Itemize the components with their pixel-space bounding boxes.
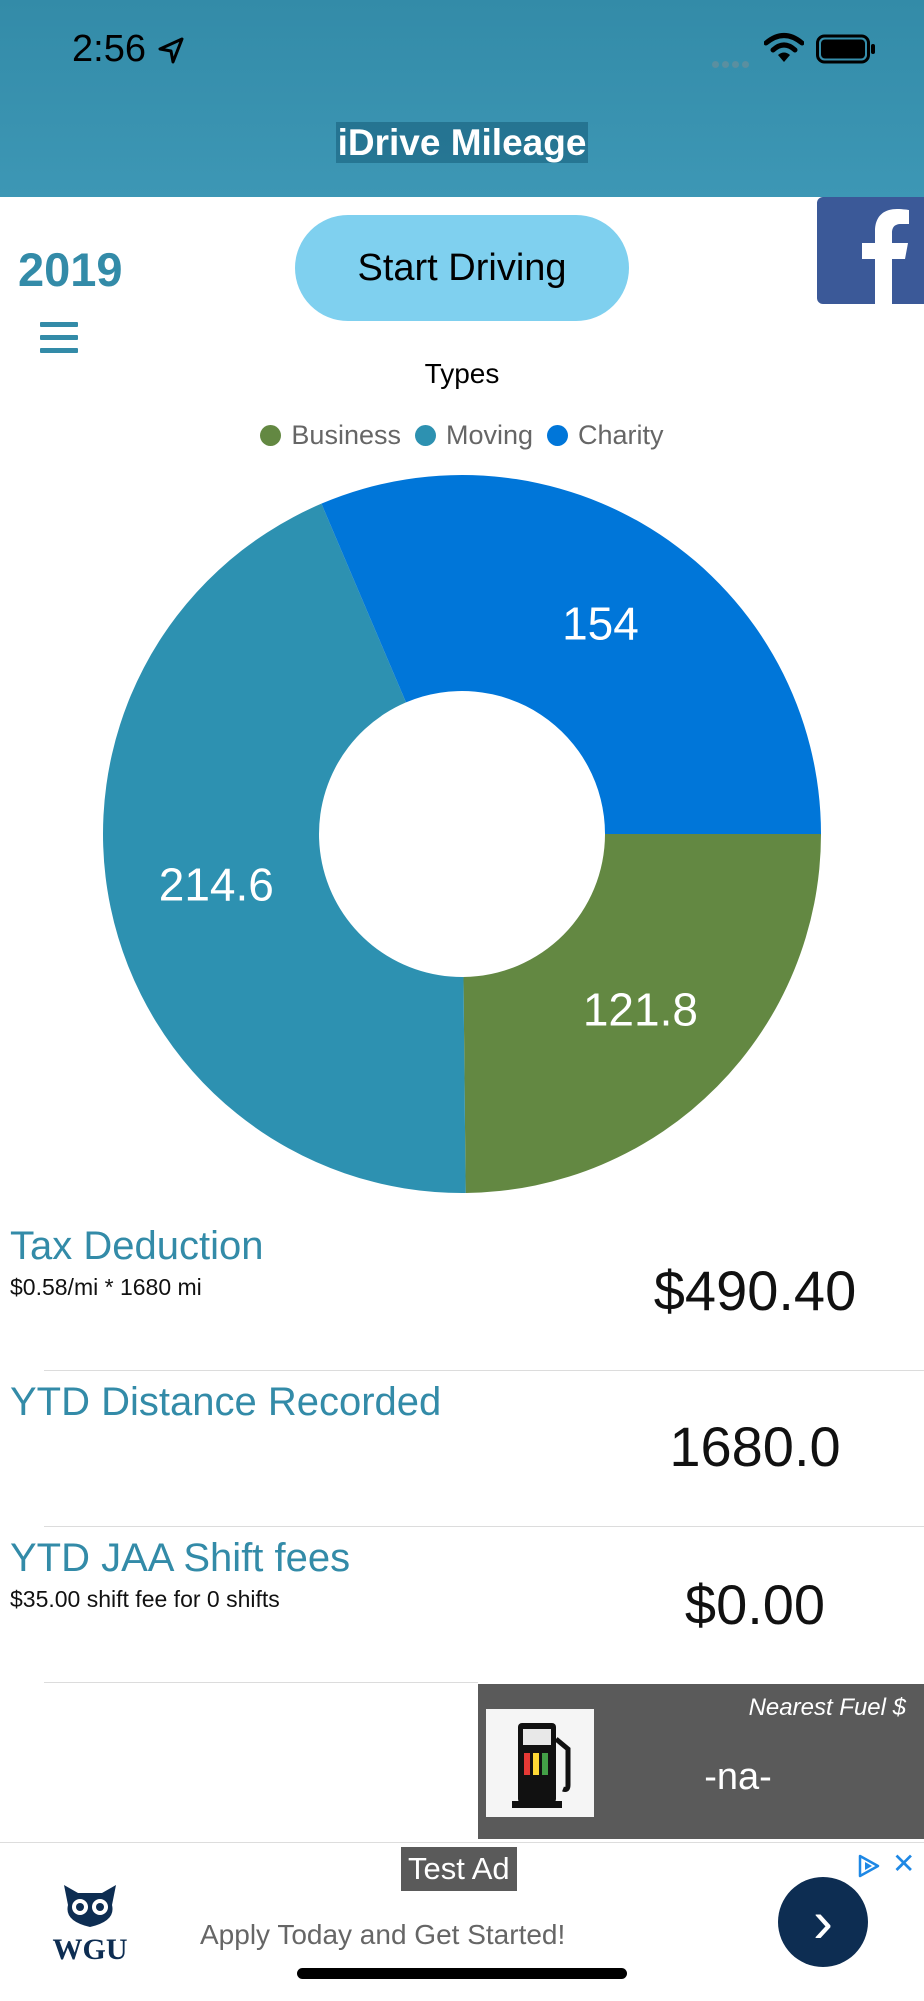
home-indicator[interactable] bbox=[297, 1968, 627, 1979]
legend-dot bbox=[414, 425, 436, 446]
adchoices-icon[interactable] bbox=[856, 1853, 882, 1879]
ad-text: Apply Today and Get Started! bbox=[200, 1919, 566, 1950]
legend-item-business[interactable]: Business bbox=[260, 420, 401, 451]
ytd-distance-label: YTD Distance Recorded bbox=[10, 1380, 442, 1424]
legend-item-moving[interactable]: Moving bbox=[414, 420, 534, 451]
legend-dot bbox=[260, 425, 282, 446]
ad-cta-arrow-icon[interactable]: › bbox=[778, 1877, 868, 1967]
slice-moving[interactable] bbox=[103, 503, 466, 1193]
status-time: 2:56 bbox=[72, 28, 146, 70]
nearest-fuel-value: -na- bbox=[704, 1756, 772, 1798]
year-selector[interactable]: 2019 bbox=[18, 243, 123, 296]
test-ad-badge: Test Ad bbox=[401, 1847, 517, 1891]
wgu-logo: WGU bbox=[42, 1883, 138, 1966]
tax-deduction-formula: $0.58/mi * 1680 mi bbox=[10, 1274, 202, 1300]
data-label-charity: 154 bbox=[562, 598, 639, 650]
facebook-icon[interactable] bbox=[817, 197, 924, 304]
data-label-moving: 214.6 bbox=[159, 858, 274, 910]
location-arrow-icon bbox=[158, 37, 184, 64]
fuel-pump-icon bbox=[486, 1709, 594, 1817]
divider bbox=[44, 1370, 924, 1371]
shift-fees-label: YTD JAA Shift fees bbox=[10, 1536, 351, 1580]
cellular-signal-icon bbox=[712, 55, 752, 73]
legend-label: Business bbox=[291, 420, 401, 450]
divider bbox=[44, 1526, 924, 1527]
shift-fees-value: $0.00 bbox=[684, 1573, 826, 1636]
ad-close-icon[interactable]: ✕ bbox=[892, 1848, 916, 1879]
svg-text:WGU: WGU bbox=[53, 1933, 128, 1963]
app-header bbox=[0, 0, 924, 197]
tax-deduction-label: Tax Deduction bbox=[10, 1224, 264, 1268]
ytd-distance-value: 1680.0 bbox=[669, 1415, 841, 1478]
data-label-business: 121.8 bbox=[583, 984, 698, 1036]
shift-fees-formula: $35.00 shift fee for 0 shifts bbox=[10, 1586, 280, 1612]
start-driving-button[interactable]: Start Driving bbox=[295, 215, 629, 321]
wifi-icon bbox=[764, 33, 804, 62]
slice-business[interactable] bbox=[463, 834, 821, 1193]
slice-charity[interactable] bbox=[321, 474, 821, 834]
hamburger-menu-icon[interactable] bbox=[40, 322, 78, 356]
nearest-fuel-panel[interactable]: Nearest Fuel $ -na- bbox=[478, 1684, 924, 1839]
chart-title: Types bbox=[424, 358, 500, 389]
legend-label: Moving bbox=[445, 420, 534, 450]
chart-legend: Business Moving Charity bbox=[0, 420, 924, 451]
legend-item-charity[interactable]: Charity bbox=[547, 420, 664, 451]
nearest-fuel-title: Nearest Fuel $ bbox=[748, 1694, 906, 1721]
legend-dot bbox=[547, 425, 569, 446]
tax-deduction-value: $490.40 bbox=[653, 1259, 857, 1322]
donut-chart: 121.8 214.6 154 bbox=[103, 474, 821, 1193]
battery-icon bbox=[816, 34, 875, 64]
divider bbox=[44, 1682, 478, 1683]
legend-label: Charity bbox=[578, 420, 664, 450]
app-title: iDrive Mileage bbox=[335, 122, 589, 163]
